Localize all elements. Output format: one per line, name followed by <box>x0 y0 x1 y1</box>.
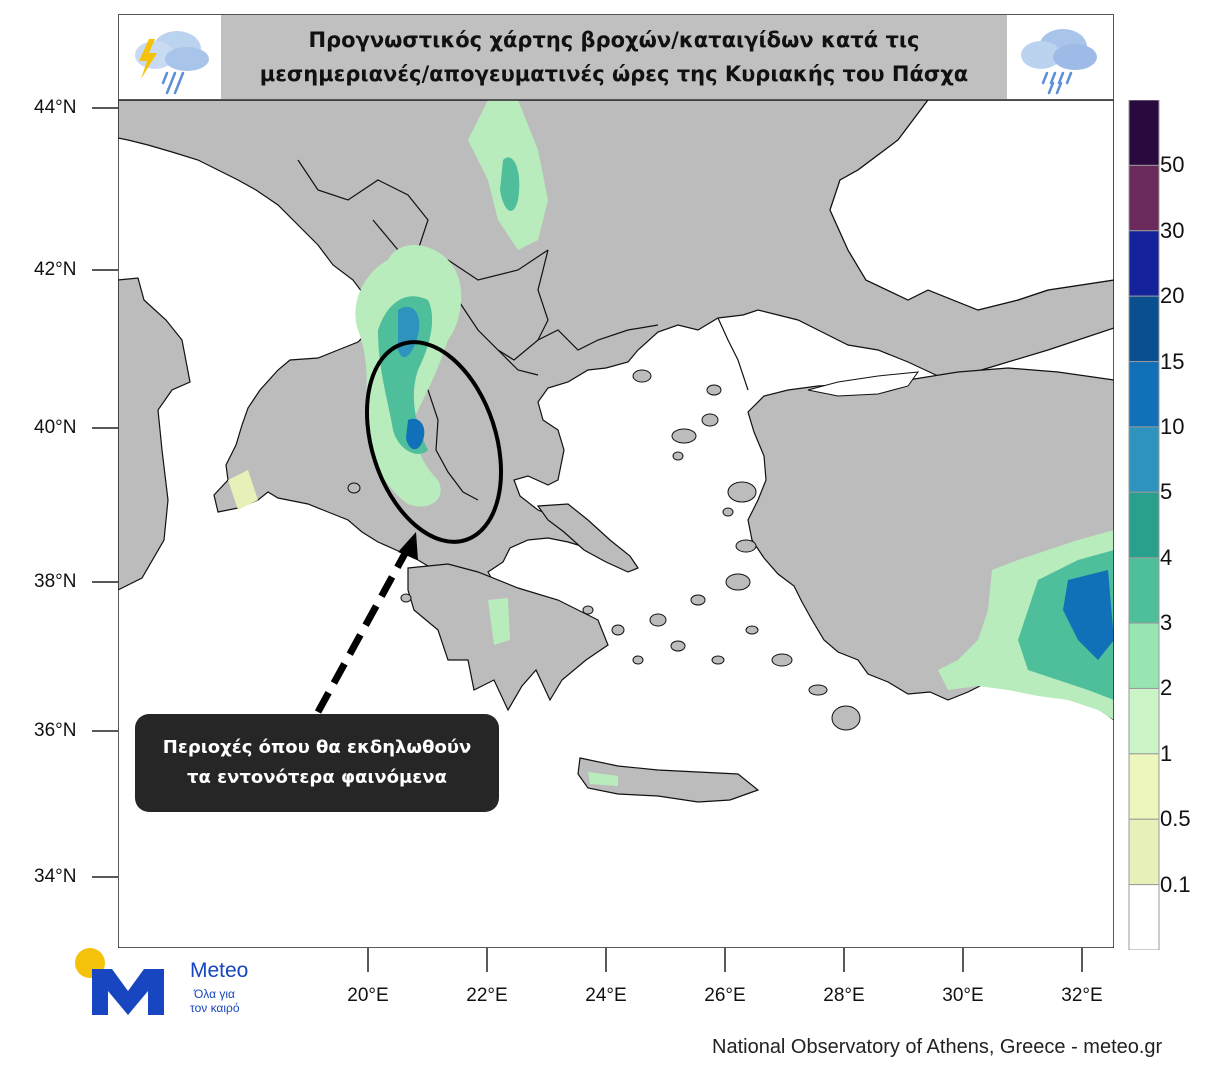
precip-patches <box>228 100 1114 786</box>
colorbar-label: 1 <box>1160 740 1173 766</box>
highlight-ellipse <box>364 340 504 544</box>
sea-of-marmara <box>807 371 920 397</box>
colorbar-segment <box>1128 687 1160 755</box>
precip-cell-anatolia <box>1063 570 1114 660</box>
callout-box: Περιοχές όπου θα εκδηλωθούν τα εντονότερ… <box>135 714 499 812</box>
colorbar-segment <box>1128 884 1160 950</box>
colorbar-segment <box>1128 491 1160 559</box>
title-line-1: Προγνωστικός χάρτης βροχών/καταιγίδων κα… <box>308 28 920 52</box>
lat-label-34: 34°N <box>34 866 77 887</box>
colorbar-segment <box>1128 426 1160 493</box>
lon-label-32: 32°E <box>1061 985 1103 1006</box>
callout-arrowhead <box>398 532 418 560</box>
colorbar-label: 20 <box>1160 283 1185 309</box>
colorbar-segment <box>1128 164 1160 232</box>
colorbar-segment <box>1128 100 1160 166</box>
colorbar-label: 5 <box>1160 479 1173 505</box>
title-panel: Προγνωστικός χάρτης βροχών/καταιγίδων κα… <box>221 15 1007 99</box>
colorbar-label: 2 <box>1160 675 1173 701</box>
forecast-map <box>118 100 1114 948</box>
precip-cell-2 <box>406 418 425 450</box>
aegean-islands <box>347 369 861 731</box>
lon-label-24: 24°E <box>585 985 627 1006</box>
colorbar-segment <box>1128 230 1160 297</box>
colorbar-segment <box>1128 361 1160 428</box>
colorbar <box>1128 100 1160 950</box>
storm-cloud-icon <box>135 31 209 95</box>
lon-label-20: 20°E <box>347 985 389 1006</box>
logo-tagline-2: τον καιρό <box>190 1001 240 1015</box>
lat-label-36: 36°N <box>34 720 77 741</box>
logo-name: Meteo <box>190 959 249 982</box>
meteo-logo: Meteo Όλα για τον καιρό <box>72 945 272 1020</box>
landmass-euboea <box>536 503 639 573</box>
lon-label-22: 22°E <box>466 985 508 1006</box>
lon-label-28: 28°E <box>823 985 865 1006</box>
callout-line-2: τα εντονότερα φαινόμενα <box>187 767 447 788</box>
colorbar-label: 15 <box>1160 348 1185 374</box>
lon-label-30: 30°E <box>942 985 984 1006</box>
lat-label-40: 40°N <box>34 417 77 438</box>
colorbar-label: 3 <box>1160 610 1173 636</box>
colorbar-label: 4 <box>1160 544 1173 570</box>
landmass-italy <box>118 277 191 591</box>
colorbar-segment <box>1128 622 1160 689</box>
callout-line-1: Περιοχές όπου θα εκδηλωθούν <box>162 737 472 758</box>
colorbar-label: 50 <box>1160 152 1185 178</box>
rain-cloud-icon <box>1021 29 1097 95</box>
precip-patch-italy <box>228 470 258 510</box>
colorbar-segment <box>1128 295 1160 363</box>
colorbar-label: 0.1 <box>1160 871 1191 897</box>
precip-patch-peloponnese <box>488 598 510 645</box>
credit-text: National Observatory of Athens, Greece -… <box>712 1036 1163 1058</box>
lat-label-38: 38°N <box>34 571 77 592</box>
landmass-crete <box>577 757 760 803</box>
colorbar-segment <box>1128 818 1160 886</box>
colorbar-label: 30 <box>1160 217 1185 243</box>
black-sea <box>829 100 1114 311</box>
precip-zone-core <box>378 296 433 454</box>
colorbar-segment <box>1128 753 1160 820</box>
colorbar-label: 0.5 <box>1160 806 1191 832</box>
title-line-2: μεσημεριανές/απογευματινές ώρες της Κυρι… <box>259 62 969 86</box>
colorbar-segment <box>1128 557 1160 624</box>
precip-patch-crete <box>588 772 618 786</box>
colorbar-label: 10 <box>1160 413 1185 439</box>
meteo-logo-mark <box>75 948 164 1015</box>
logo-tagline-1: Όλα για <box>194 987 235 1001</box>
lon-label-26: 26°E <box>704 985 746 1006</box>
lat-label-44: 44°N <box>34 97 77 118</box>
lat-label-42: 42°N <box>34 259 77 280</box>
precip-cell-north <box>500 157 520 211</box>
title-bar: Προγνωστικός χάρτης βροχών/καταιγίδων κα… <box>118 14 1114 100</box>
